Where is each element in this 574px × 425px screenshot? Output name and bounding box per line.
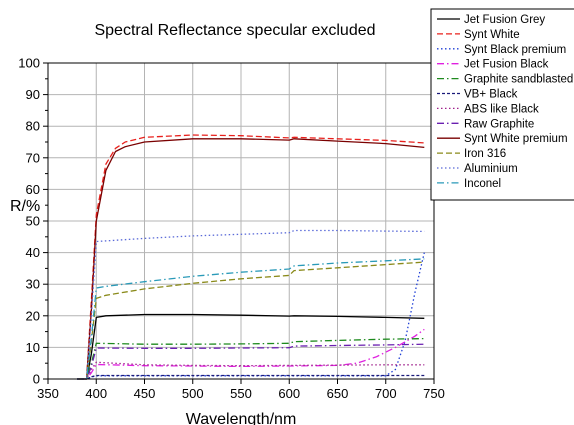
chart-title: Spectral Reflectance specular excluded <box>94 22 375 39</box>
legend-label-iron-316: Iron 316 <box>464 148 506 160</box>
y-tick-label: 70 <box>26 150 40 165</box>
y-tick-label: 80 <box>26 119 40 134</box>
x-tick-label: 450 <box>134 386 156 401</box>
legend-label-aluminium: Aluminium <box>464 163 518 175</box>
legend-label-synt-white-premium: Synt White premium <box>464 133 568 145</box>
legend-label-raw-graphite: Raw Graphite <box>464 118 534 130</box>
x-axis-title: Wavelength/nm <box>186 411 297 425</box>
y-tick-label: 10 <box>26 340 40 355</box>
y-tick-label: 0 <box>33 372 40 387</box>
y-tick-label: 100 <box>18 56 40 71</box>
series-line-synt-white-premium <box>77 138 425 380</box>
legend: Jet Fusion Grey Synt White Synt Black prem… <box>430 8 574 201</box>
y-tick-label: 30 <box>26 277 40 292</box>
y-tick-label: 20 <box>26 308 40 323</box>
legend-label-jet-fusion-grey: Jet Fusion Grey <box>464 14 545 26</box>
legend-label-graphite-sandblasted: Graphite sandblasted <box>464 74 573 86</box>
y-tick-label: 90 <box>26 87 40 102</box>
legend-label-synt-white: Synt White <box>464 29 520 41</box>
series-line-vb-black <box>77 374 425 380</box>
series-line-raw-graphite <box>77 343 425 380</box>
series-line-synt-black-premium <box>77 252 425 380</box>
series-line-graphite-sandblasted <box>77 337 425 380</box>
x-tick-label: 400 <box>85 386 107 401</box>
legend-label-abs-like-black: ABS like Black <box>464 103 539 115</box>
legend-box <box>430 8 574 201</box>
x-tick-label: 700 <box>375 386 397 401</box>
y-axis-title: R/% <box>10 198 40 215</box>
series-line-jet-fusion-black <box>77 328 425 380</box>
x-tick-label: 350 <box>37 386 59 401</box>
x-tick-label: 500 <box>182 386 204 401</box>
legend-label-vb-black: VB+ Black <box>464 89 518 101</box>
y-tick-label: 50 <box>26 214 40 229</box>
legend-label-inconel: Inconel <box>464 178 501 190</box>
legend-label-synt-black-premium: Synt Black premium <box>464 44 566 56</box>
series-line-aluminium <box>77 229 425 380</box>
series-line-jet-fusion-grey <box>77 313 425 380</box>
series-line-abs-like-black <box>77 361 425 380</box>
x-tick-label: 750 <box>423 386 445 401</box>
series-layer <box>77 134 425 380</box>
ticks: 350 400 450 500 550 600 650 700 750 0 10 20 30 40 50 60… <box>18 56 445 402</box>
legend-label-jet-fusion-black: Jet Fusion Black <box>464 59 549 71</box>
y-tick-label: 60 <box>26 182 40 197</box>
y-tick-label: 40 <box>26 245 40 260</box>
x-tick-label: 600 <box>278 386 300 401</box>
x-tick-label: 650 <box>327 386 349 401</box>
x-tick-label: 550 <box>230 386 252 401</box>
series-line-inconel <box>77 258 425 380</box>
